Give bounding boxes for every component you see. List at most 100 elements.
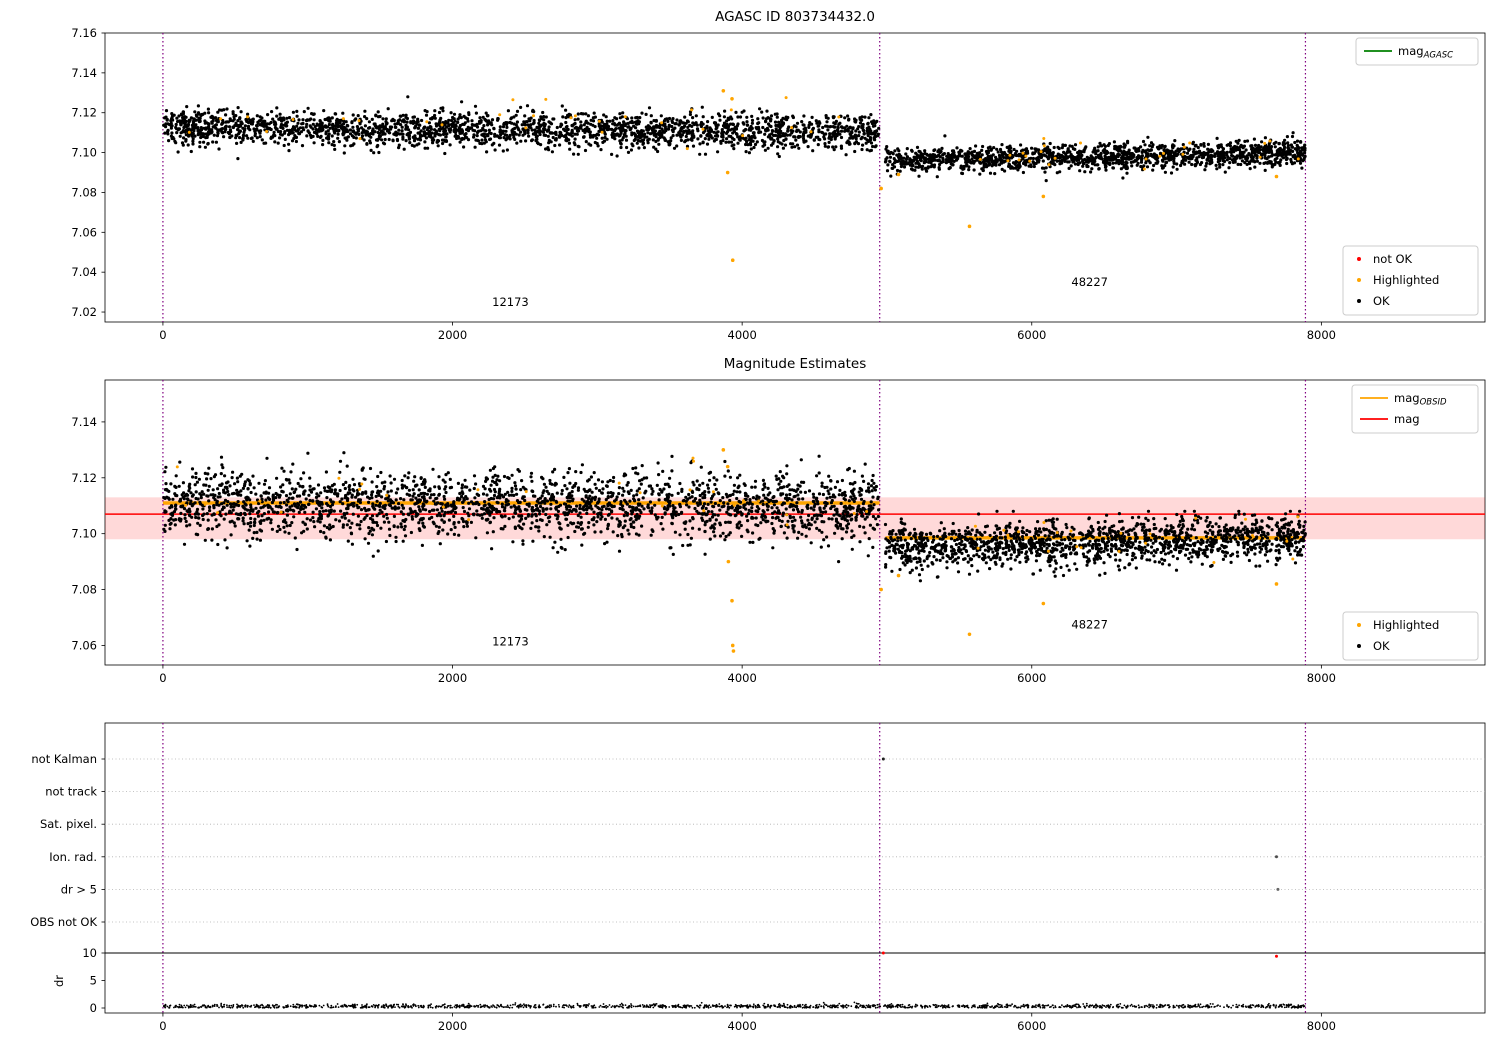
outlier-point bbox=[896, 573, 901, 578]
x-tick-label: 4000 bbox=[728, 328, 757, 342]
outlier-point bbox=[725, 170, 730, 175]
obsid-annotation: 48227 bbox=[1071, 618, 1108, 632]
y-tick-label: 7.06 bbox=[71, 225, 97, 239]
y-tick-label: 7.14 bbox=[71, 66, 97, 80]
dr-tick-label: 5 bbox=[90, 974, 97, 988]
outlier-point bbox=[1041, 601, 1046, 606]
panel-0: 12173 48227 0 2000 4000 6000 8000 7.02 7.04 7.06 7… bbox=[71, 9, 1486, 342]
y-tick-label: 7.04 bbox=[71, 265, 97, 279]
flag-point bbox=[1274, 855, 1278, 859]
outlier-point bbox=[726, 559, 731, 564]
outlier-point bbox=[730, 258, 735, 263]
legend-box bbox=[1351, 384, 1479, 434]
x-tick-label: 6000 bbox=[1017, 328, 1046, 342]
x-tick-label: 0 bbox=[159, 1019, 166, 1033]
x-tick-label: 6000 bbox=[1017, 1019, 1046, 1033]
y-tick-label: 7.06 bbox=[71, 638, 97, 652]
plot-title: AGASC ID 803734432.0 bbox=[715, 9, 875, 25]
y-tick-label: 7.08 bbox=[71, 583, 97, 597]
y-tick-label: 7.10 bbox=[71, 527, 97, 541]
outlier-point bbox=[730, 643, 735, 648]
flag-category-label: not track bbox=[45, 785, 97, 799]
outlier-point bbox=[1274, 174, 1279, 179]
outlier-point bbox=[879, 186, 883, 191]
dr-tick-label: 10 bbox=[82, 946, 97, 960]
flag-category-label: OBS not OK bbox=[30, 915, 97, 929]
y-tick-label: 7.16 bbox=[71, 26, 97, 40]
outlier-point bbox=[725, 464, 730, 469]
dr-outlier-point bbox=[1274, 954, 1278, 958]
outlier-point bbox=[967, 632, 972, 637]
plot-area bbox=[104, 32, 1486, 323]
x-tick-label: 8000 bbox=[1307, 1019, 1336, 1033]
flag-category-label: dr > 5 bbox=[61, 882, 97, 896]
legend-label: OK bbox=[1373, 639, 1390, 653]
y-tick-label: 7.14 bbox=[71, 415, 97, 429]
outlier-point bbox=[730, 96, 734, 101]
scatter-ok-obsid-48227 bbox=[883, 509, 1307, 583]
legend-box bbox=[1342, 245, 1479, 316]
flag-category-label: Sat. pixel. bbox=[40, 817, 97, 831]
outlier-point bbox=[1041, 194, 1046, 199]
plot-area bbox=[104, 379, 1486, 666]
scatter-ok-obsid-48227 bbox=[883, 131, 1307, 183]
dr-scatter bbox=[162, 1001, 1306, 1009]
scatter-ok-obsid-12173 bbox=[162, 95, 881, 161]
flag-category-label: not Kalman bbox=[31, 752, 97, 766]
y-tick-label: 7.12 bbox=[71, 471, 97, 485]
plot-title: Magnitude Estimates bbox=[724, 356, 866, 372]
outlier-point bbox=[731, 649, 736, 653]
scatter-highlighted-obsid-12173 bbox=[187, 96, 841, 151]
x-tick-label: 8000 bbox=[1307, 328, 1336, 342]
outlier-point bbox=[1274, 582, 1279, 586]
legend-label: not OK bbox=[1373, 252, 1413, 266]
outlier-point bbox=[879, 587, 883, 592]
y-tick-label: 7.12 bbox=[71, 106, 97, 120]
dr-tick-label: 0 bbox=[90, 1001, 97, 1015]
legend-label: mag bbox=[1394, 412, 1420, 426]
panel-flags: not Kalman not track Sat. pixel. Ion. rad. d… bbox=[30, 722, 1486, 1033]
flag-point bbox=[881, 757, 885, 761]
x-tick-label: 4000 bbox=[728, 1019, 757, 1033]
legend-dot-sample bbox=[1357, 257, 1361, 261]
panel-1: 12173 48227 0 2000 4000 6000 8000 7.06 7.08 7.10 7… bbox=[71, 356, 1486, 685]
legend-box bbox=[1355, 37, 1479, 66]
x-tick-label: 2000 bbox=[438, 1019, 467, 1033]
x-tick-label: 2000 bbox=[438, 671, 467, 685]
dr-outlier-point bbox=[881, 951, 885, 955]
y-tick-label: 7.10 bbox=[71, 146, 97, 160]
scatter-highlighted-obsid-48227 bbox=[973, 515, 1300, 564]
legend-label: magAGASC bbox=[1398, 44, 1453, 61]
flag-point bbox=[1276, 887, 1280, 891]
obsid-annotation: 48227 bbox=[1071, 275, 1108, 289]
scatter-ok-obsid-12173 bbox=[162, 451, 881, 564]
legend-label: Highlighted bbox=[1373, 618, 1439, 632]
x-tick-label: 2000 bbox=[438, 328, 467, 342]
scatter-highlighted-obsid-12173 bbox=[175, 456, 869, 527]
y-tick-label: 7.08 bbox=[71, 185, 97, 199]
legend-label: OK bbox=[1373, 294, 1390, 308]
x-tick-label: 0 bbox=[159, 671, 166, 685]
legend-dot-sample bbox=[1357, 644, 1361, 648]
outlier-point bbox=[730, 598, 734, 603]
obsid-annotation: 12173 bbox=[492, 634, 529, 648]
outlier-point bbox=[721, 89, 726, 93]
dr-axis-label: dr bbox=[52, 975, 66, 987]
x-tick-label: 4000 bbox=[728, 671, 757, 685]
legend-dot-sample bbox=[1357, 299, 1361, 303]
legend-box bbox=[1342, 611, 1479, 661]
legend-label: magOBSID bbox=[1394, 391, 1447, 408]
legend-dot-sample bbox=[1357, 623, 1361, 627]
outlier-point bbox=[967, 224, 972, 229]
x-tick-label: 8000 bbox=[1307, 671, 1336, 685]
flag-category-label: Ion. rad. bbox=[49, 850, 97, 864]
legend-label: Highlighted bbox=[1373, 273, 1439, 287]
y-tick-label: 7.02 bbox=[71, 305, 97, 319]
x-tick-label: 6000 bbox=[1017, 671, 1046, 685]
obsid-annotation: 12173 bbox=[492, 295, 529, 309]
plot-area bbox=[104, 722, 1486, 1014]
x-tick-label: 0 bbox=[159, 328, 166, 342]
legend-dot-sample bbox=[1357, 278, 1361, 282]
